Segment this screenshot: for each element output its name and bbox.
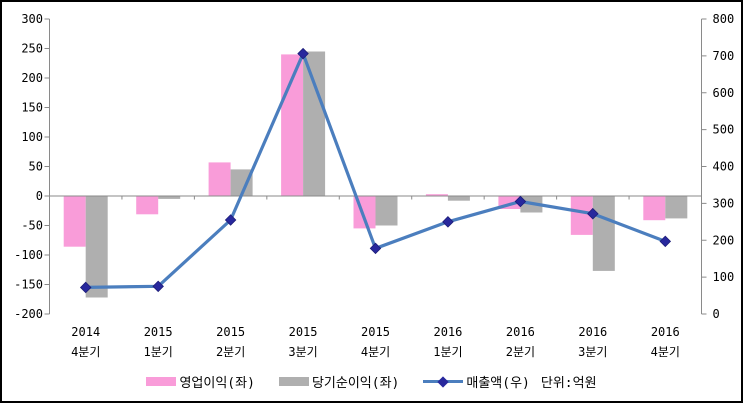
- category-label-quarter: 4분기: [361, 345, 390, 359]
- category-label-quarter: 2분기: [506, 345, 535, 359]
- bar-operating-profit: [570, 196, 593, 235]
- operating-profit-swatch-icon: [146, 377, 177, 386]
- left-axis-tick-label: -150: [14, 278, 43, 292]
- bar-operating-profit: [643, 196, 666, 221]
- left-axis-tick-label: 250: [21, 42, 43, 56]
- right-axis-tick-label: 800: [713, 12, 735, 26]
- category-label-quarter: 3분기: [578, 345, 607, 359]
- right-axis-tick-label: 500: [713, 123, 735, 137]
- bar-net-income: [303, 51, 326, 197]
- revenue-marker: [514, 195, 527, 208]
- unit-note: 단위:억원: [540, 376, 597, 391]
- category-label-quarter: 4분기: [71, 345, 100, 359]
- right-axis-tick-label: 600: [713, 86, 735, 100]
- left-axis-tick-label: 50: [29, 160, 43, 174]
- net-income-swatch-icon: [278, 377, 309, 386]
- revenue-marker: [369, 242, 382, 255]
- right-axis-tick-label: 0: [713, 307, 720, 321]
- legend-label-operating-profit: 영업이익(좌): [179, 376, 255, 391]
- revenue-marker: [659, 235, 672, 248]
- category-label-quarter: 1분기: [433, 345, 462, 359]
- category-label-year: 2016: [651, 325, 680, 339]
- revenue-marker-icon: [437, 375, 450, 388]
- bar-net-income: [375, 196, 398, 226]
- legend-label-net-income: 당기순이익(좌): [311, 376, 400, 391]
- left-axis-tick-label: -50: [21, 219, 43, 233]
- bar-net-income: [592, 196, 615, 271]
- category-label-year: 2016: [433, 325, 462, 339]
- right-axis-tick-label: 200: [713, 233, 735, 247]
- bar-net-income: [230, 169, 253, 196]
- revenue-marker: [297, 47, 309, 60]
- left-axis-tick-label: 150: [21, 101, 43, 115]
- category-label-year: 2015: [144, 325, 173, 339]
- legend-item-operating-profit: 영업이익(좌): [146, 372, 255, 391]
- revenue-marker: [442, 216, 454, 228]
- revenue-line-swatch-icon: [423, 375, 464, 388]
- legend-item-net-income: 당기순이익(좌): [278, 372, 400, 391]
- legend-label-revenue: 매출액(우): [466, 376, 530, 391]
- revenue-marker: [587, 207, 599, 220]
- bar-net-income: [665, 196, 688, 219]
- left-axis-tick-label: -100: [14, 248, 43, 262]
- category-label-year: 2016: [506, 325, 535, 339]
- legend: 영업이익(좌) 당기순이익(좌) 매출액(우) 단위:억원: [2, 372, 741, 391]
- category-label-quarter: 4분기: [651, 345, 680, 359]
- left-axis-tick-label: 300: [21, 12, 43, 26]
- right-axis-tick-label: 700: [713, 49, 735, 63]
- bar-operating-profit: [425, 194, 448, 196]
- left-axis-tick-label: 0: [36, 189, 43, 203]
- left-axis-tick-label: 200: [21, 71, 43, 85]
- bar-operating-profit: [208, 162, 231, 196]
- bar-net-income: [158, 196, 181, 199]
- revenue-marker: [224, 214, 237, 226]
- category-label-quarter: 3분기: [288, 345, 317, 359]
- right-axis-tick-label: 300: [713, 196, 735, 210]
- category-label-year: 2016: [578, 325, 607, 339]
- bar-net-income: [447, 196, 470, 201]
- bar-net-income: [85, 196, 108, 298]
- category-label-year: 2015: [216, 325, 245, 339]
- bar-operating-profit: [63, 196, 86, 247]
- right-axis-tick-label: 400: [713, 160, 735, 174]
- category-label-quarter: 2분기: [216, 345, 245, 359]
- legend-item-revenue: 매출액(우) 단위:억원: [423, 372, 597, 391]
- revenue-marker: [152, 280, 164, 293]
- category-label-year: 2015: [361, 325, 390, 339]
- revenue-marker: [79, 281, 92, 294]
- left-axis-tick-label: -200: [14, 307, 43, 321]
- right-axis-tick-label: 100: [713, 270, 735, 284]
- bar-operating-profit: [136, 196, 159, 215]
- left-axis-tick-label: 100: [21, 130, 43, 144]
- category-label-year: 2015: [289, 325, 318, 339]
- category-label-year: 2014: [71, 325, 100, 339]
- category-label-quarter: 1분기: [144, 345, 173, 359]
